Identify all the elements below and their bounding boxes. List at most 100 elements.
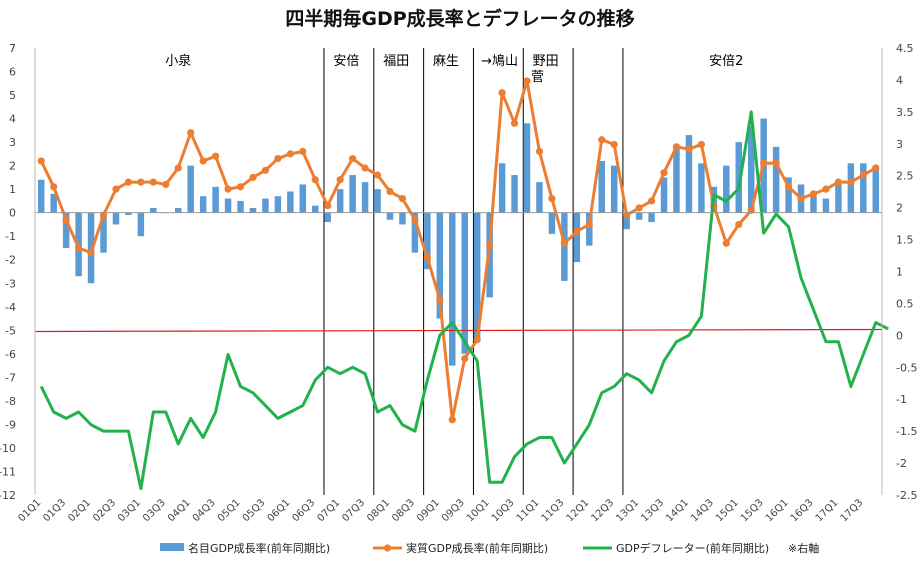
nominal-gdp-bar [660,177,668,213]
legend-label-deflator: GDPデフレーター(前年同期比) [616,541,769,555]
left-y-tick-label: 2 [9,160,16,173]
real-gdp-point [486,242,494,250]
real-gdp-point [74,244,83,252]
x-tick-label: 05Q3 [241,497,268,524]
real-gdp-point [162,180,170,189]
real-gdp-point [573,227,581,236]
real-gdp-point [212,152,220,160]
nominal-gdp-bar [424,212,431,270]
nominal-gdp-bar [137,212,145,237]
x-tick-label: 04Q3 [191,497,218,524]
left-y-tick-label: -6 [5,348,16,361]
right-y-tick-label: 4 [896,74,903,87]
x-tick-label: 17Q1 [814,497,841,524]
x-tick-label: 08Q3 [390,497,417,524]
nominal-gdp-bar [747,125,755,213]
nominal-gdp-bar [50,193,57,213]
real-gdp-point [274,154,282,163]
nominal-gdp-bar [511,175,518,213]
nominal-gdp-bar [449,212,456,366]
real-gdp-point [610,140,618,149]
left-y-tick-label: 7 [9,42,16,55]
real-gdp-point [635,204,643,212]
real-gdp-point [361,164,369,172]
real-gdp-point [797,194,805,203]
real-gdp-point [585,220,593,229]
nominal-gdp-bar [386,212,394,220]
real-gdp-point [224,185,232,193]
real-gdp-point [872,164,880,172]
x-tick-label: 01Q3 [41,497,68,524]
x-tick-label: 17Q3 [839,497,866,524]
legend-label-nominal: 名目GDP成長率(前年同期比) [188,541,330,555]
right-y-tick-label: 1.5 [896,234,914,247]
real-gdp-point [822,185,830,193]
nominal-gdp-bar [735,142,742,213]
real-gdp-point [336,176,344,184]
nominal-gdp-bar [461,212,468,354]
x-tick-label: 10Q1 [465,497,492,524]
nominal-gdp-bar [187,165,194,213]
real-gdp-point [809,190,818,198]
nominal-gdp-bar [37,179,45,213]
left-y-tick-label: -3 [5,277,16,290]
nominal-gdp-bar [237,200,244,213]
right-y-tick-label: -2.5 [896,489,917,502]
nominal-gdp-bar [860,163,867,213]
right-y-tick-label: -2 [896,457,907,470]
real-gdp-point [598,136,606,144]
left-y-tick-label: -2 [5,254,16,267]
real-gdp-point [124,178,133,186]
real-gdp-point [187,129,195,137]
legend-note: ※右軸 [788,541,819,555]
right-y-tick-label: 3 [896,138,903,151]
x-tick-label: 09Q3 [440,497,467,524]
nominal-gdp-bar [262,198,269,213]
real-gdp-point [735,220,743,229]
era-label: 安倍 [333,54,359,69]
real-gdp-point [174,164,182,172]
era-label: →鳩山 [481,54,518,69]
nominal-gdp-bar [573,212,581,263]
real-gdp-point [423,253,431,261]
right-y-tick-label: 1 [896,266,903,279]
real-gdp-point [286,150,294,158]
real-gdp-point [498,89,506,97]
x-tick-label: 14Q1 [664,497,691,524]
right-y-tick-label: -0.5 [896,361,917,374]
x-tick-label: 07Q3 [340,497,367,524]
real-gdp-point [847,178,855,186]
real-gdp-point [311,176,319,184]
x-tick-label: 13Q3 [639,497,666,524]
real-gdp-point [261,166,270,174]
right-y-tick-label: 2.5 [896,170,914,183]
left-y-tick-label: 6 [9,66,16,79]
right-y-tick-label: 3.5 [896,106,914,119]
x-tick-label: 12Q1 [565,497,592,524]
legend-label-real: 実質GDP成長率(前年同期比) [406,541,548,555]
real-gdp-point [137,178,145,186]
real-gdp-point [623,211,631,219]
right-y-tick-label: -1.5 [896,425,917,438]
nominal-gdp-bar [62,212,70,248]
real-gdp-point [99,211,108,219]
x-tick-label: 15Q1 [714,497,741,524]
nominal-gdp-bar [847,163,855,213]
real-gdp-point [473,336,481,344]
nominal-gdp-bar [473,212,481,340]
real-gdp-point [87,249,95,257]
era-label: 菅 [531,70,544,85]
era-label: 福田 [383,54,409,69]
era-label: 安倍2 [709,54,743,69]
x-tick-label: 09Q1 [415,497,442,524]
nominal-gdp-bar [648,212,655,223]
nominal-gdp-bar [436,212,444,319]
nominal-gdp-bar [100,212,107,253]
real-gdp-point [747,206,755,214]
nominal-gdp-bar [685,135,693,213]
x-tick-label: 13Q1 [614,497,641,524]
nominal-gdp-bar [287,191,294,213]
real-gdp-point [647,197,656,205]
x-tick-label: 06Q1 [266,497,293,524]
